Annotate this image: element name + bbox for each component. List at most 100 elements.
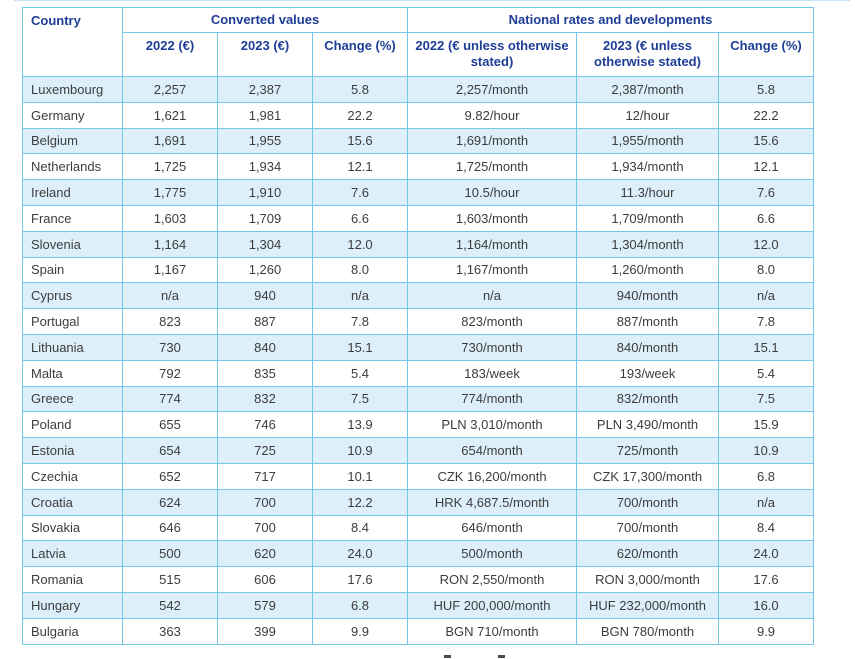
- national-change-cell: n/a: [717, 282, 815, 310]
- national-change-cell: 5.4: [717, 359, 815, 387]
- converted-2022-cell: 1,775: [122, 179, 218, 206]
- country-cell: Spain: [22, 256, 123, 284]
- converted-2023-cell: 1,304: [217, 230, 313, 258]
- table-row: France 1,603 1,709 6.6 1,603/month 1,709…: [22, 204, 815, 232]
- national-2022-cell: 2,257/month: [407, 76, 577, 103]
- country-cell: Bulgaria: [22, 617, 123, 645]
- converted-change-cell: 15.1: [312, 333, 408, 361]
- table-row: Slovakia 646 700 8.4 646/month 700/month…: [22, 514, 815, 542]
- cropped-top-border: [14, 0, 850, 1]
- national-2022-cell: 774/month: [407, 385, 577, 413]
- converted-2023-cell: 2,387: [217, 76, 313, 103]
- national-2023-cell: 11.3/hour: [576, 179, 719, 206]
- table-row: Netherlands 1,725 1,934 12.1 1,725/month…: [22, 153, 815, 181]
- national-2023-cell: 1,955/month: [576, 127, 719, 155]
- column-header-2022-converted: 2022 (€): [122, 32, 218, 77]
- converted-change-cell: 8.0: [312, 256, 408, 284]
- converted-2023-cell: 579: [217, 591, 313, 619]
- table-row: Luxembourg 2,257 2,387 5.8 2,257/month 2…: [22, 76, 815, 103]
- national-change-cell: 15.9: [717, 411, 815, 439]
- converted-change-cell: 6.8: [312, 591, 408, 619]
- converted-2023-cell: 620: [217, 540, 313, 568]
- minimum-wage-table: Country Converted values National rates …: [22, 7, 815, 645]
- table-row: Lithuania 730 840 15.1 730/month 840/mon…: [22, 333, 815, 361]
- converted-2023-cell: 717: [217, 462, 313, 490]
- national-2023-cell: 1,260/month: [576, 256, 719, 284]
- converted-2022-cell: 1,164: [122, 230, 218, 258]
- table-row: Romania 515 606 17.6 RON 2,550/month RON…: [22, 566, 815, 593]
- table-row: Poland 655 746 13.9 PLN 3,010/month PLN …: [22, 411, 815, 439]
- country-cell: Romania: [22, 566, 123, 593]
- national-2023-cell: 1,934/month: [576, 153, 719, 181]
- converted-2023-cell: 840: [217, 333, 313, 361]
- converted-2022-cell: 542: [122, 591, 218, 619]
- national-2022-cell: n/a: [407, 282, 577, 310]
- national-2022-cell: HRK 4,687.5/month: [407, 488, 577, 516]
- table-row: Germany 1,621 1,981 22.2 9.82/hour 12/ho…: [22, 101, 815, 129]
- table-row: Hungary 542 579 6.8 HUF 200,000/month HU…: [22, 591, 815, 619]
- national-2023-cell: 2,387/month: [576, 76, 719, 103]
- national-change-cell: 15.6: [717, 127, 815, 155]
- converted-change-cell: 9.9: [312, 617, 408, 645]
- converted-2023-cell: 1,981: [217, 101, 313, 129]
- table-row: Portugal 823 887 7.8 823/month 887/month…: [22, 308, 815, 335]
- table-row: Bulgaria 363 399 9.9 BGN 710/month BGN 7…: [22, 617, 815, 645]
- national-change-cell: n/a: [717, 488, 815, 516]
- converted-change-cell: 7.6: [312, 179, 408, 206]
- national-2022-cell: 654/month: [407, 437, 577, 464]
- national-2022-cell: RON 2,550/month: [407, 566, 577, 593]
- national-change-cell: 8.4: [717, 514, 815, 542]
- national-change-cell: 8.0: [717, 256, 815, 284]
- cropped-text-fragment: [444, 655, 451, 658]
- converted-2023-cell: 725: [217, 437, 313, 464]
- national-change-cell: 7.5: [717, 385, 815, 413]
- table-row: Belgium 1,691 1,955 15.6 1,691/month 1,9…: [22, 127, 815, 155]
- converted-2022-cell: 624: [122, 488, 218, 516]
- converted-2022-cell: 646: [122, 514, 218, 542]
- table-row: Malta 792 835 5.4 183/week 193/week 5.4: [22, 359, 815, 387]
- national-change-cell: 6.8: [717, 462, 815, 490]
- national-change-cell: 15.1: [717, 333, 815, 361]
- country-cell: Greece: [22, 385, 123, 413]
- converted-2023-cell: 832: [217, 385, 313, 413]
- national-2023-cell: 832/month: [576, 385, 719, 413]
- national-change-cell: 16.0: [717, 591, 815, 619]
- national-change-cell: 22.2: [717, 101, 815, 129]
- national-2023-cell: 193/week: [576, 359, 719, 387]
- national-2022-cell: BGN 710/month: [407, 617, 577, 645]
- column-header-2022-national: 2022 (€ unless otherwise stated): [407, 32, 577, 77]
- national-2022-cell: 500/month: [407, 540, 577, 568]
- national-2022-cell: 183/week: [407, 359, 577, 387]
- converted-2022-cell: 515: [122, 566, 218, 593]
- country-cell: Netherlands: [22, 153, 123, 181]
- national-2023-cell: 940/month: [576, 282, 719, 310]
- converted-2023-cell: 1,934: [217, 153, 313, 181]
- national-2022-cell: HUF 200,000/month: [407, 591, 577, 619]
- converted-2023-cell: 1,260: [217, 256, 313, 284]
- national-2023-cell: 1,304/month: [576, 230, 719, 258]
- national-2023-cell: 620/month: [576, 540, 719, 568]
- table-body: Luxembourg 2,257 2,387 5.8 2,257/month 2…: [22, 76, 815, 645]
- converted-change-cell: 17.6: [312, 566, 408, 593]
- converted-2023-cell: 746: [217, 411, 313, 439]
- converted-2023-cell: 835: [217, 359, 313, 387]
- country-cell: Cyprus: [22, 282, 123, 310]
- converted-2023-cell: 399: [217, 617, 313, 645]
- converted-change-cell: 8.4: [312, 514, 408, 542]
- national-change-cell: 5.8: [717, 76, 815, 103]
- converted-2022-cell: 823: [122, 308, 218, 335]
- national-2023-cell: RON 3,000/month: [576, 566, 719, 593]
- country-cell: Czechia: [22, 462, 123, 490]
- converted-2022-cell: 730: [122, 333, 218, 361]
- national-change-cell: 24.0: [717, 540, 815, 568]
- national-2022-cell: 10.5/hour: [407, 179, 577, 206]
- country-cell: Slovenia: [22, 230, 123, 258]
- converted-2022-cell: 654: [122, 437, 218, 464]
- table-row: Estonia 654 725 10.9 654/month 725/month…: [22, 437, 815, 464]
- column-header-2023-national: 2023 (€ unless otherwise stated): [576, 32, 719, 77]
- converted-2023-cell: 940: [217, 282, 313, 310]
- converted-change-cell: 12.2: [312, 488, 408, 516]
- national-2022-cell: 823/month: [407, 308, 577, 335]
- national-2022-cell: 1,164/month: [407, 230, 577, 258]
